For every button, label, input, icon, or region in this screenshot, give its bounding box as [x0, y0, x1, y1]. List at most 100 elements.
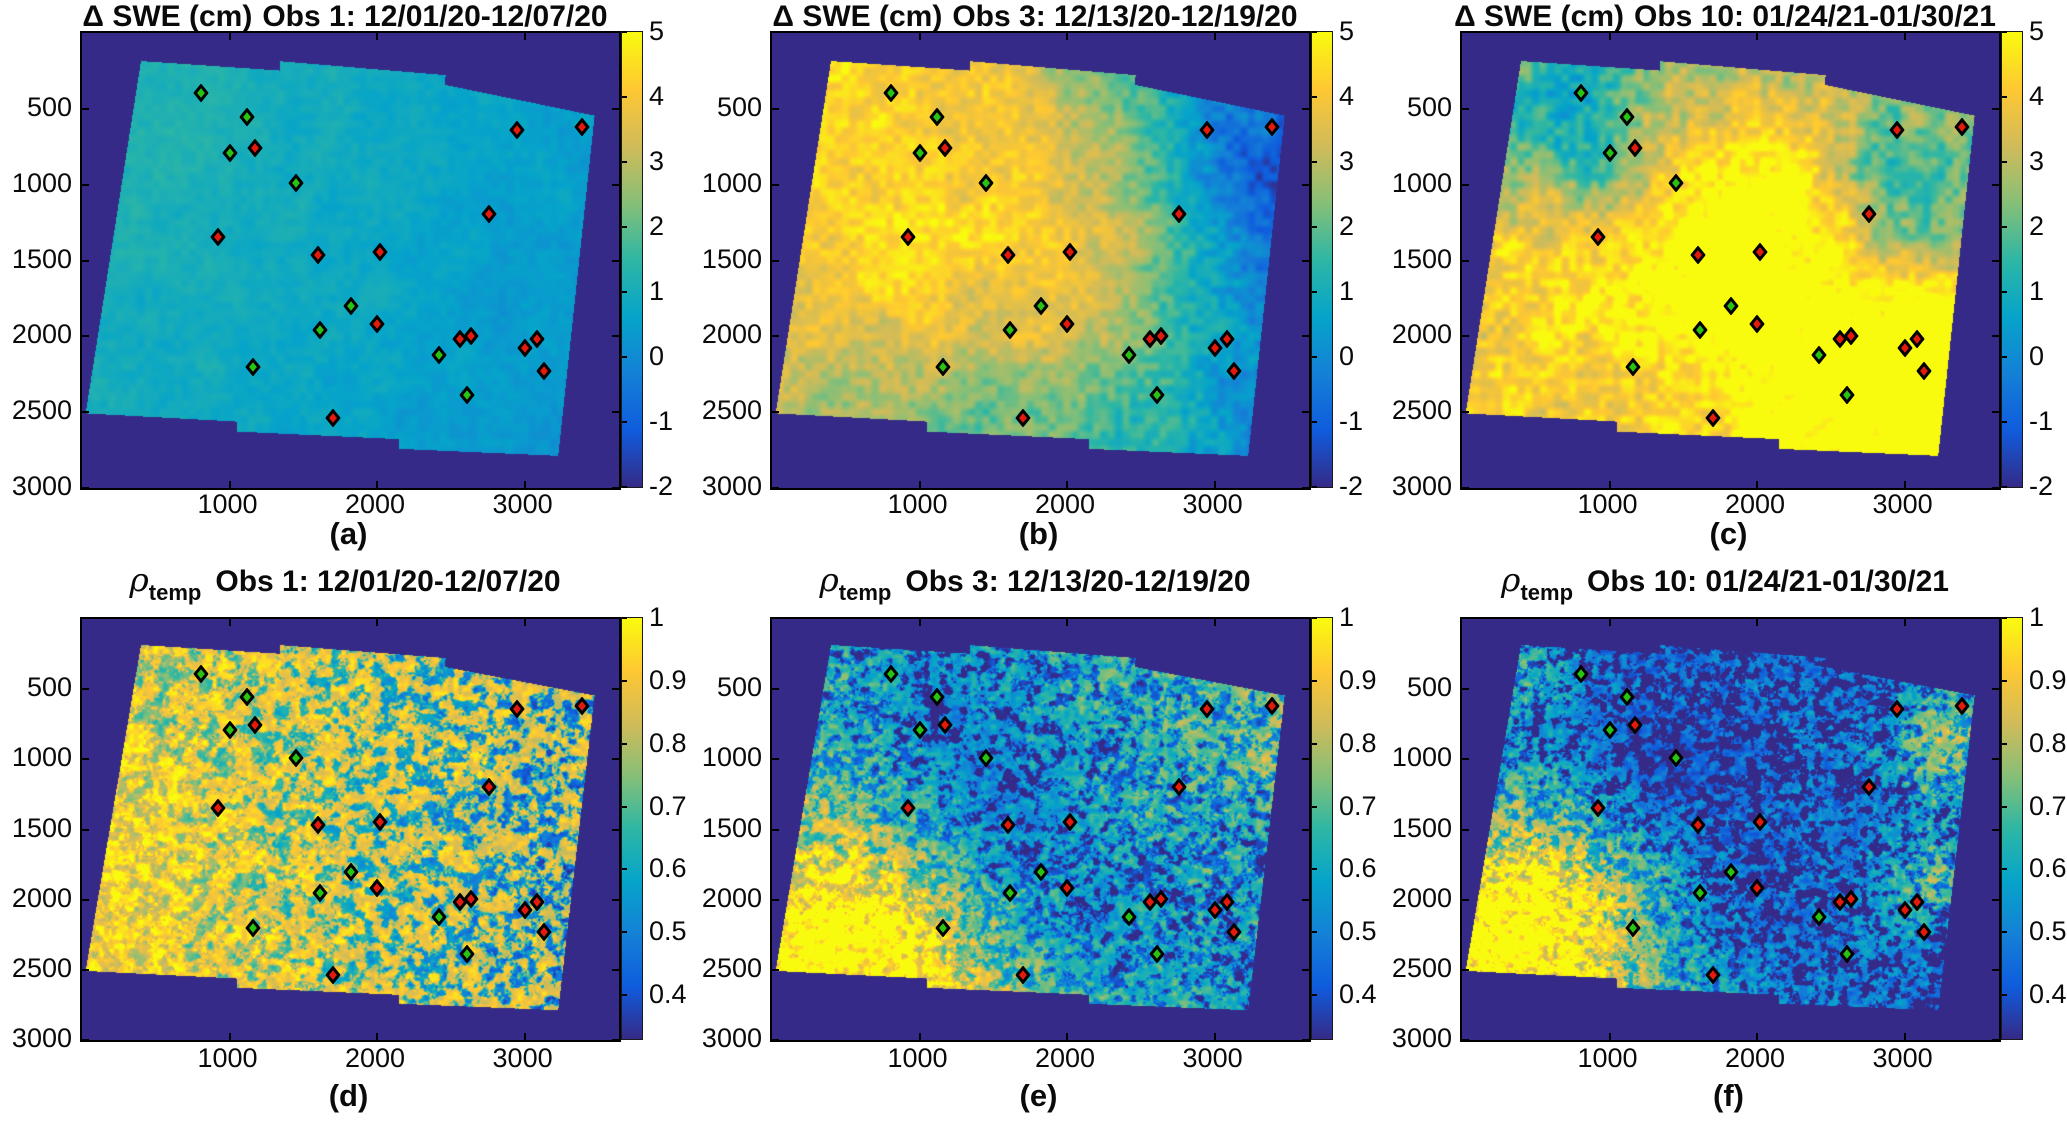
station-marker-fill: [292, 178, 300, 188]
y-tick-label: 2500: [11, 395, 72, 426]
station-marker-fill: [1630, 720, 1639, 730]
station-marker-red-diamond-icon: [1171, 777, 1187, 797]
station-marker-green-diamond-icon: [1001, 883, 1018, 903]
x-tick-mark: [523, 619, 526, 626]
colorbar-tick-label: 4: [649, 81, 665, 111]
colorbar-tick-label: 0.9: [649, 664, 687, 695]
x-tick-mark: [1756, 33, 1759, 40]
y-tick-label: 1500: [11, 812, 72, 843]
station-markers-layer: [1462, 33, 1999, 488]
y-tick-mark: [1992, 183, 1999, 186]
station-marker-red-diamond-icon: [1915, 922, 1932, 942]
x-tick-mark: [376, 481, 379, 488]
colorbar-tick-label: 0.4: [2029, 979, 2067, 1009]
y-tick-label: 1000: [1391, 167, 1452, 198]
x-tick-label: 3000: [1182, 489, 1243, 519]
station-marker-fill: [328, 970, 337, 981]
station-marker-fill: [903, 802, 912, 813]
station-marker-green-diamond-icon: [1811, 906, 1827, 927]
station-marker-red-diamond-icon: [1014, 408, 1031, 428]
colorbar-tick-mark: [1312, 356, 1317, 358]
station-marker-fill: [1577, 669, 1586, 680]
station-marker-fill: [533, 333, 542, 344]
y-tick-label: 1000: [1391, 742, 1452, 773]
colorbar-tick-mark: [2002, 679, 2007, 682]
colorbar-tick-label: 5: [2029, 16, 2045, 46]
station-marker-green-diamond-icon: [1723, 862, 1740, 882]
colorbar-tick-label: 0.8: [2029, 727, 2067, 758]
y-tick-mark: [82, 828, 89, 831]
colorbar-tick-mark: [622, 31, 627, 33]
title-observation: Obs 3: 12/13/20-12/19/20: [905, 565, 1251, 598]
station-marker-green-diamond-icon: [239, 107, 256, 127]
colorbar-tick-label: 4: [1339, 81, 1355, 111]
station-marker-red-diamond-icon: [1704, 408, 1721, 428]
colorbar-tick-label: 0.7: [1339, 790, 1377, 821]
y-tick-label: 3000: [701, 471, 762, 501]
station-marker-fill: [1229, 366, 1238, 376]
colorbar-tick-label: 2: [1339, 211, 1355, 241]
y-tick-mark: [1462, 335, 1469, 338]
station-marker-fill: [940, 142, 949, 153]
colorbar-tick-label: 0.4: [649, 979, 687, 1009]
station-marker-fill: [1125, 349, 1133, 360]
y-tick-mark: [772, 1039, 779, 1041]
station-marker-fill: [1175, 781, 1184, 792]
station-marker-red-diamond-icon: [1626, 137, 1643, 158]
station-marker-fill: [1066, 817, 1074, 827]
station-marker-green-diamond-icon: [288, 748, 304, 768]
colorbar: [621, 617, 643, 1040]
colorbar-tick-mark: [622, 161, 627, 163]
station-marker-fill: [1694, 250, 1702, 260]
station-marker-green-diamond-icon: [459, 944, 475, 964]
station-marker-fill: [1865, 781, 1874, 792]
y-tick-mark: [1992, 898, 1999, 901]
station-marker-green-diamond-icon: [1668, 173, 1684, 193]
y-tick-label: 1500: [11, 243, 72, 274]
colorbar-tick-mark: [2002, 617, 2007, 619]
x-tick-mark: [376, 1033, 379, 1040]
station-marker-fill: [243, 692, 252, 702]
subplot-label: (b): [1018, 516, 1059, 551]
y-tick-label: 2000: [701, 319, 762, 350]
station-marker-fill: [1695, 888, 1704, 899]
station-marker-fill: [250, 142, 259, 153]
y-tick-mark: [1462, 758, 1469, 761]
station-marker-red-diamond-icon: [1153, 326, 1170, 346]
y-tick-mark: [612, 411, 619, 414]
x-tick-mark: [1903, 619, 1906, 626]
y-tick-mark: [612, 758, 619, 761]
panel-title: Δ SWE (cm) Obs 10: 01/24/21-01/30/21: [1380, 0, 2067, 46]
station-marker-fill: [1623, 112, 1632, 122]
station-marker-green-diamond-icon: [1668, 748, 1684, 768]
colorbar-tick-mark: [622, 679, 627, 682]
y-tick-label: 2000: [11, 882, 72, 913]
y-tick-mark: [1992, 828, 1999, 831]
station-marker-fill: [1125, 911, 1133, 922]
colorbar-tick-mark: [1312, 805, 1317, 808]
station-marker-red-diamond-icon: [209, 798, 226, 818]
x-tick-mark: [1756, 619, 1759, 626]
colorbar-tick-mark: [2002, 805, 2007, 808]
map-axes: [1460, 617, 2001, 1042]
colorbar-tick-mark: [2002, 421, 2007, 423]
station-marker-red-diamond-icon: [1264, 117, 1280, 137]
colorbar-tick-mark: [1312, 421, 1317, 423]
colorbar-tick-label: 0: [649, 341, 665, 371]
station-marker-red-diamond-icon: [1749, 878, 1765, 898]
y-tick-mark: [612, 107, 619, 110]
colorbar-tick-mark: [622, 486, 627, 488]
x-tick-mark: [1066, 481, 1069, 488]
station-marker-fill: [1913, 897, 1922, 907]
y-tick-mark: [82, 898, 89, 901]
colorbar-tick-label: -1: [649, 406, 674, 436]
colorbar-tick-mark: [2002, 31, 2007, 33]
station-marker-fill: [1066, 247, 1074, 257]
title-subscript: temp: [1520, 580, 1574, 605]
x-tick-mark: [1903, 481, 1906, 488]
colorbar-tick-mark: [1312, 161, 1317, 163]
station-marker-red-diamond-icon: [1909, 329, 1925, 349]
y-tick-label: 500: [26, 672, 72, 703]
x-tick-mark: [918, 1033, 921, 1040]
station-marker-green-diamond-icon: [288, 173, 304, 193]
